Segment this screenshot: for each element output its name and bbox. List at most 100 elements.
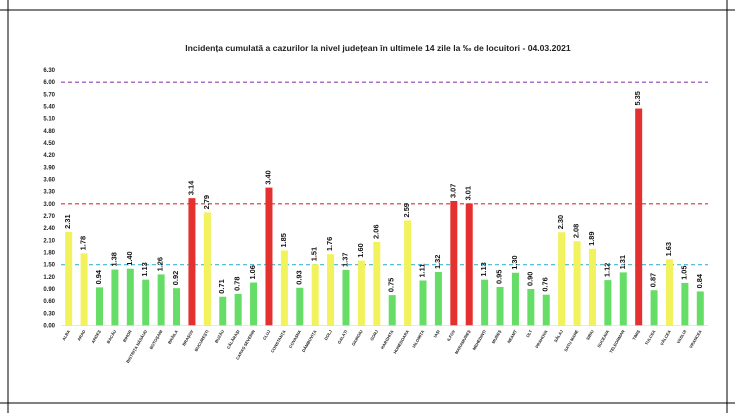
bar (219, 296, 227, 326)
data-label: 1.13 (140, 262, 149, 276)
y-tick-label: 6.30 (43, 68, 55, 74)
y-tick-label: 3.00 (43, 202, 55, 208)
y-tick-label: 2.40 (43, 226, 55, 232)
bar (157, 274, 165, 326)
data-label: 0.93 (294, 270, 303, 284)
x-tick-label: OLT (525, 329, 534, 339)
bar (604, 280, 612, 326)
y-tick-label: 6.00 (43, 80, 55, 86)
x-tick-label: ILFOV (446, 329, 456, 342)
y-tick-label: 3.30 (43, 190, 55, 196)
y-tick-label: 1.80 (43, 251, 55, 257)
data-label: 1.37 (340, 253, 349, 267)
bar (388, 295, 396, 326)
x-tick-label: TELEORMAN (608, 329, 625, 354)
x-tick-label: DÂMBOVIȚA (301, 329, 318, 353)
x-tick-label: GORJ (369, 329, 379, 342)
y-tick-label: 4.20 (43, 153, 55, 159)
y-tick-label: 0.30 (43, 311, 55, 317)
x-tick-label: NEAMȚ (506, 329, 518, 345)
bar (404, 220, 412, 326)
bar (111, 269, 119, 326)
x-tick-label: ARGEȘ (90, 329, 102, 344)
data-label: 1.31 (618, 255, 627, 269)
x-tick-label: VRANCEA (688, 329, 702, 349)
x-tick-label: PRAHOVA (534, 329, 548, 349)
x-tick-label: BUCUREȘTI (193, 329, 209, 352)
data-label: 1.78 (79, 236, 88, 250)
chart-title: Incidența cumulată a cazurilor la nivel … (185, 43, 571, 53)
data-label: 0.87 (649, 273, 658, 287)
data-label: 0.84 (695, 273, 704, 288)
data-label: 0.78 (233, 276, 242, 290)
x-tick-label: CĂLĂRAȘI (226, 329, 241, 350)
x-tick-label: BRĂILA (167, 329, 179, 345)
x-tick-label: BUZĂU (214, 329, 226, 344)
data-label: 2.08 (572, 224, 581, 238)
data-label: 0.94 (94, 269, 103, 284)
y-tick-label: 2.10 (43, 238, 55, 244)
data-label: 0.75 (387, 278, 396, 292)
data-label: 2.79 (202, 195, 211, 209)
data-label: 1.63 (664, 242, 673, 256)
bar (173, 288, 181, 326)
x-tick-label: SIBIU (585, 329, 595, 341)
data-label: 1.06 (248, 265, 257, 279)
x-tick-label: BRAȘOV (181, 329, 194, 347)
bar (481, 279, 489, 326)
bar (280, 250, 288, 326)
data-label: 1.11 (418, 263, 427, 277)
x-tick-label: CLUJ (262, 329, 272, 341)
data-label: 1.30 (510, 255, 519, 269)
data-label: 3.14 (186, 180, 195, 195)
x-tick-label: VASLUI (676, 329, 688, 344)
bar (465, 203, 473, 326)
bar (650, 290, 658, 326)
data-label: 1.05 (679, 266, 688, 280)
bar (635, 108, 643, 326)
data-label: 1.26 (156, 257, 165, 271)
data-label: 2.31 (63, 214, 72, 228)
bar (142, 279, 150, 326)
y-tick-label: 1.20 (43, 275, 55, 281)
data-label: 2.59 (402, 203, 411, 217)
bar (496, 286, 504, 326)
x-tick-label: SUCEAVA (596, 329, 610, 348)
data-label: 3.40 (263, 170, 272, 184)
x-tick-label: BACĂU (106, 329, 118, 344)
data-label: 0.76 (541, 277, 550, 291)
x-tick-label: HUNEDOARA (392, 329, 410, 355)
data-label: 2.30 (556, 215, 565, 229)
bar (80, 253, 88, 326)
data-label: 1.38 (109, 252, 118, 266)
bar (511, 272, 519, 326)
x-tick-label: ARAD (76, 329, 86, 342)
bar (357, 260, 365, 326)
y-tick-label: 1.50 (43, 263, 55, 269)
bar (527, 289, 535, 326)
data-label: 3.07 (448, 184, 457, 198)
x-tick-label: BOTOȘANI (148, 329, 163, 350)
x-tick-label: CONSTANȚA (270, 329, 287, 354)
x-tick-label: HARGHITA (380, 329, 395, 350)
bar (665, 259, 673, 326)
y-tick-label: 0.60 (43, 299, 55, 305)
data-label: 0.71 (217, 279, 226, 293)
data-label: 1.12 (602, 263, 611, 277)
bar (203, 212, 211, 326)
plot-area: 0.00 0.30 0.60 0.90 1.20 1.50 1.80 2.10 2.40 2.70… (43, 68, 708, 364)
data-label: 1.89 (587, 231, 596, 245)
x-tick-label: MARAMUREȘ (454, 329, 472, 355)
y-tick-label: 5.70 (43, 92, 55, 98)
bar (419, 280, 427, 326)
x-tick-label: BIHOR (122, 329, 133, 343)
x-tick-label: IALOMIȚA (411, 329, 425, 349)
x-tick-label: VÂLCEA (659, 329, 672, 346)
x-tick-label: SĂLAJ (553, 329, 564, 343)
bar (327, 254, 335, 326)
data-label: 2.06 (371, 225, 380, 239)
y-tick-label: 0.90 (43, 287, 55, 293)
data-label: 1.32 (433, 255, 442, 269)
bar (434, 271, 442, 326)
